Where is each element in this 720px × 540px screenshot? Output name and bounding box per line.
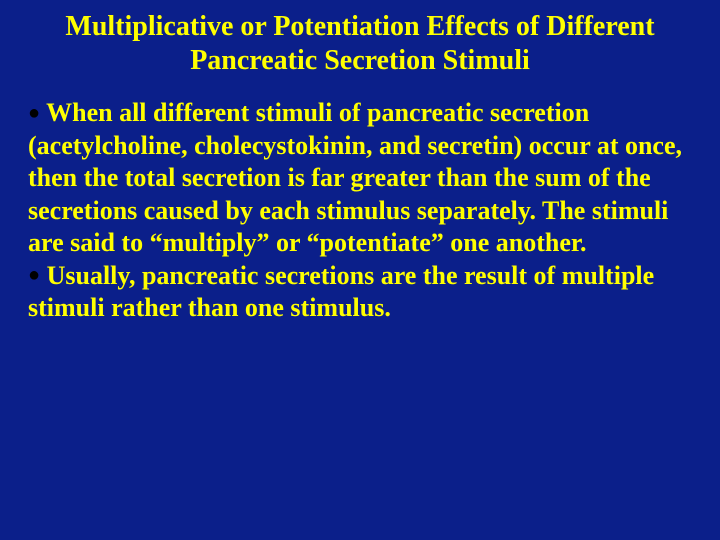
bullet-item: ● Usually, pancreatic secretions are the… (28, 260, 692, 325)
bullet-text: Usually, pancreatic secretions are the r… (28, 261, 654, 323)
bullet-text: When all different stimuli of pancreatic… (28, 98, 682, 257)
slide-title: Multiplicative or Potentiation Effects o… (20, 10, 700, 77)
slide-body: ● When all different stimuli of pancreat… (20, 97, 700, 325)
bullet-icon: ● (28, 101, 40, 126)
bullet-item: ● When all different stimuli of pancreat… (28, 97, 692, 260)
bullet-icon: ● (28, 263, 40, 288)
slide: Multiplicative or Potentiation Effects o… (0, 0, 720, 540)
